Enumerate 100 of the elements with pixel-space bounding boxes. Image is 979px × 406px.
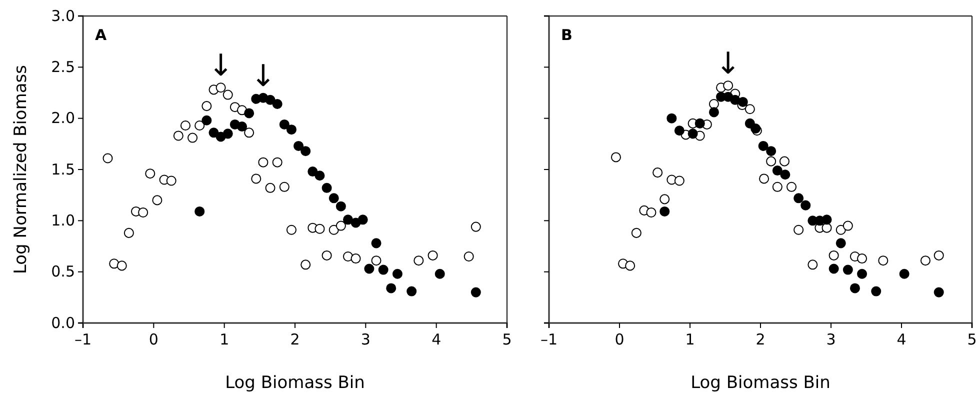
point bbox=[822, 214, 832, 225]
point bbox=[244, 108, 254, 118]
point bbox=[780, 170, 790, 180]
point bbox=[800, 200, 811, 210]
point bbox=[406, 286, 417, 296]
point bbox=[920, 256, 930, 266]
point bbox=[222, 90, 233, 100]
point bbox=[236, 122, 248, 132]
point bbox=[272, 99, 282, 110]
point bbox=[102, 153, 113, 164]
y-tick-label: 2.0 bbox=[51, 109, 75, 128]
point bbox=[625, 260, 636, 271]
point bbox=[836, 238, 846, 248]
point bbox=[251, 174, 262, 184]
point bbox=[428, 250, 438, 260]
x-tick-label: 4 bbox=[896, 330, 906, 348]
point bbox=[688, 128, 698, 139]
point bbox=[660, 194, 670, 204]
point bbox=[314, 170, 325, 181]
point bbox=[850, 283, 860, 294]
point bbox=[202, 115, 212, 126]
x-tick-label: 3 bbox=[826, 330, 836, 348]
point bbox=[208, 128, 219, 138]
point bbox=[738, 96, 748, 107]
point bbox=[646, 207, 656, 218]
point bbox=[300, 146, 311, 156]
point bbox=[857, 268, 868, 279]
point bbox=[878, 256, 888, 266]
point bbox=[188, 132, 198, 143]
y-tick-label: 3.0 bbox=[51, 6, 75, 25]
point bbox=[470, 287, 481, 298]
point bbox=[322, 182, 332, 193]
point bbox=[180, 120, 190, 130]
point bbox=[464, 251, 474, 262]
point bbox=[364, 264, 374, 274]
point bbox=[386, 283, 396, 294]
point bbox=[666, 113, 677, 124]
point bbox=[124, 228, 134, 238]
text: B bbox=[561, 26, 572, 44]
point bbox=[300, 260, 311, 270]
point bbox=[286, 124, 296, 135]
point bbox=[470, 222, 481, 232]
point bbox=[152, 195, 162, 206]
point bbox=[871, 286, 882, 296]
point bbox=[244, 128, 254, 138]
point bbox=[173, 130, 184, 141]
point bbox=[434, 268, 445, 279]
y-tick-label: 0.5 bbox=[51, 262, 75, 281]
point bbox=[328, 193, 339, 204]
point bbox=[766, 156, 776, 166]
point bbox=[414, 256, 424, 266]
point bbox=[934, 287, 944, 298]
point bbox=[194, 120, 205, 130]
point bbox=[314, 224, 325, 234]
point bbox=[899, 268, 910, 279]
x-tick-label: 5 bbox=[502, 330, 512, 348]
point bbox=[358, 214, 368, 225]
point bbox=[286, 224, 296, 235]
point bbox=[392, 268, 402, 279]
point bbox=[279, 182, 290, 192]
point bbox=[694, 118, 705, 128]
point bbox=[322, 250, 332, 260]
point bbox=[610, 152, 621, 162]
point bbox=[145, 168, 156, 179]
point bbox=[786, 182, 797, 192]
x-tick-label: 5 bbox=[967, 330, 977, 348]
point bbox=[758, 140, 768, 151]
y-axis-title: Log Normalized Biomass bbox=[11, 64, 31, 274]
x-tick-label: 3 bbox=[360, 330, 370, 348]
x-axis-title: Log Biomass Bin bbox=[690, 373, 830, 393]
x-tick-label: 0 bbox=[614, 330, 624, 348]
point bbox=[708, 107, 719, 118]
point bbox=[336, 201, 346, 212]
x-tick-label: 1 bbox=[220, 330, 230, 348]
y-tick-label: 1.0 bbox=[51, 211, 75, 230]
point bbox=[723, 80, 734, 91]
x-tick-label: 2 bbox=[756, 330, 766, 348]
point bbox=[836, 224, 846, 235]
point bbox=[772, 182, 782, 192]
point bbox=[342, 251, 354, 262]
point bbox=[138, 207, 148, 218]
point bbox=[794, 193, 804, 204]
point bbox=[371, 238, 382, 248]
point bbox=[808, 260, 818, 270]
point bbox=[279, 119, 290, 130]
point bbox=[744, 104, 755, 114]
point bbox=[766, 146, 776, 156]
point bbox=[794, 224, 804, 235]
x-axis-title: Log Biomass Bin bbox=[225, 373, 365, 393]
point bbox=[336, 220, 346, 231]
y-tick-label: 1.5 bbox=[51, 160, 75, 178]
y-tick-label: 2.5 bbox=[51, 58, 75, 76]
point bbox=[222, 128, 233, 139]
x-tick-label: 1 bbox=[685, 330, 695, 348]
point bbox=[294, 140, 304, 151]
point bbox=[708, 99, 719, 110]
point bbox=[216, 82, 226, 93]
point bbox=[674, 176, 684, 186]
point bbox=[116, 260, 127, 271]
point bbox=[350, 254, 361, 264]
